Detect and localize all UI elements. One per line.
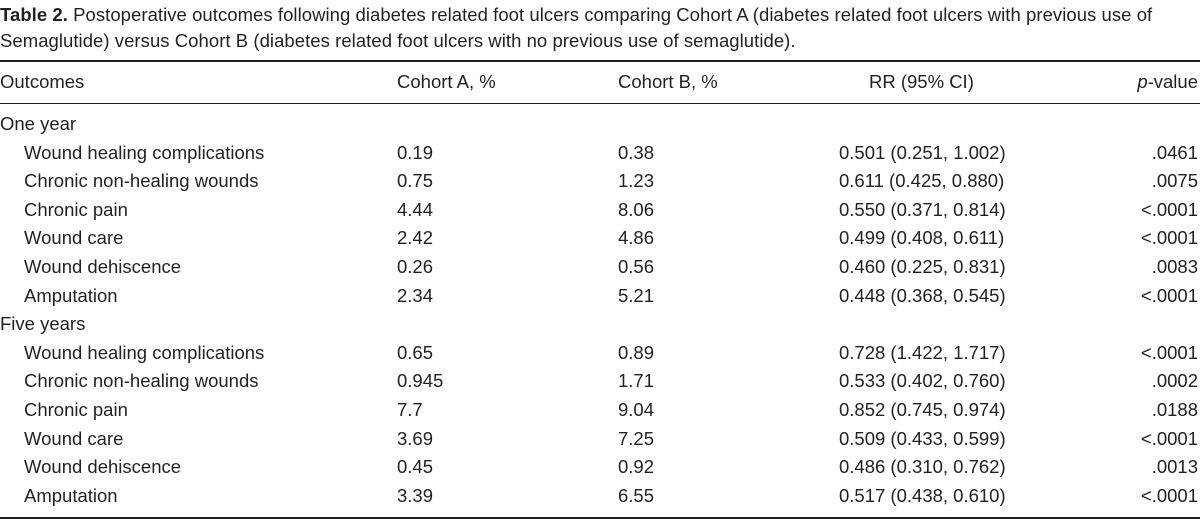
- bottom-rule: [0, 517, 1200, 519]
- cohort-b-cell: 4.86: [618, 227, 655, 249]
- rr-cell: 0.499 (0.408, 0.611): [839, 227, 1005, 249]
- p-value-cell: .0002: [1151, 370, 1198, 392]
- outcome-cell: Wound dehiscence: [24, 456, 182, 478]
- table-row: Wound healing complications 0.19 0.38 0.501…: [0, 139, 1200, 167]
- table-row: Chronic pain 7.7 9.04 0.852 (0.745, 0.974).…: [0, 396, 1200, 424]
- p-value-cell: .0083: [1151, 256, 1198, 277]
- outcome-cell: Amputation: [24, 484, 118, 506]
- cohort-b-cell: 8.06: [618, 198, 655, 220]
- header-outcomes: Outcomes: [0, 71, 85, 92]
- section-title: One year: [0, 113, 77, 134]
- rr-cell: 0.611 (0.425, 0.880): [839, 170, 1005, 192]
- rr-cell: 0.448 (0.368, 0.545): [839, 284, 1006, 306]
- outcome-cell: Wound healing complications: [24, 341, 265, 363]
- caption-text: Postoperative outcomes following diabete…: [0, 4, 1153, 51]
- p-value-cell: <.0001: [1140, 198, 1198, 220]
- table-row: Amputation 2.34 5.21 0.448 (0.368, 0.545) <.…: [0, 282, 1200, 310]
- table-caption: Table 2. Postoperative outcomes followin…: [0, 2, 1196, 54]
- cohort-a-cell: 2.42: [397, 227, 434, 249]
- cohort-a-cell: 0.26: [397, 256, 434, 277]
- p-value-cell: <.0001: [1140, 341, 1198, 363]
- table-row: Wound dehiscence 0.45 0.92 0.486 (0.310, 0.…: [0, 453, 1200, 481]
- p-value-cell: <.0001: [1140, 427, 1198, 449]
- rr-cell: 0.852 (0.745, 0.974): [839, 399, 1006, 420]
- cohort-b-cell: 1.23: [618, 170, 655, 192]
- table-row: Amputation 3.39 6.55 0.517 (0.438, 0.610) <.…: [0, 482, 1200, 510]
- p-value-cell: <.0001: [1140, 227, 1198, 249]
- p-value-cell: .0188: [1151, 399, 1198, 420]
- cohort-b-cell: 1.71: [618, 370, 655, 392]
- cohort-a-cell: 0.945: [397, 370, 444, 392]
- rr-cell: 0.517 (0.438, 0.610): [839, 484, 1006, 506]
- outcome-cell: Wound care: [24, 427, 124, 449]
- p-value-cell: .0013: [1151, 456, 1198, 478]
- table-row: Wound dehiscence 0.26 0.56 0.460 (0.225, 0.…: [0, 253, 1200, 281]
- cohort-b-cell: 7.25: [618, 427, 655, 449]
- section-title: Five years: [0, 313, 86, 335]
- cohort-b-cell: 0.56: [618, 256, 655, 277]
- header-cohort-b: Cohort B, %: [618, 71, 718, 92]
- rr-cell: 0.509 (0.433, 0.599): [839, 427, 1006, 449]
- outcome-cell: Wound care: [24, 227, 124, 249]
- cohort-b-cell: 0.92: [618, 456, 655, 478]
- outcome-cell: Wound healing complications: [24, 141, 265, 163]
- outcome-cell: Chronic pain: [24, 198, 128, 220]
- section-row: Five years: [0, 310, 1200, 338]
- header-p-value: p-value: [1137, 68, 1198, 96]
- cohort-b-cell: 5.21: [618, 284, 655, 306]
- table-header: Outcomes Cohort A, % Cohort B, % RR (95%…: [0, 68, 1200, 96]
- outcome-cell: Chronic non-healing wounds: [24, 170, 259, 192]
- cohort-a-cell: 2.34: [397, 284, 434, 306]
- table-row: Wound healing complications 0.65 0.89 0.728…: [0, 339, 1200, 367]
- rr-cell: 0.533 (0.402, 0.760): [839, 370, 1006, 392]
- cohort-a-cell: 7.7: [397, 399, 423, 420]
- rr-cell: 0.460 (0.225, 0.831): [839, 256, 1006, 277]
- header-rr: RR (95% CI): [869, 71, 974, 92]
- cohort-b-cell: 9.04: [618, 399, 655, 420]
- cohort-a-cell: 0.65: [397, 341, 434, 363]
- rr-cell: 0.550 (0.371, 0.814): [839, 198, 1006, 220]
- outcome-cell: Wound dehiscence: [24, 256, 182, 277]
- rr-cell: 0.728 (1.422, 1.717): [839, 341, 1006, 363]
- cohort-a-cell: 3.39: [397, 484, 434, 506]
- p-value-cell: <.0001: [1140, 284, 1198, 306]
- table-row: Wound care 3.69 7.25 0.509 (0.433, 0.599) <.…: [0, 425, 1200, 453]
- table-row: Chronic non-healing wounds 0.945 1.71 0.533…: [0, 367, 1200, 395]
- outcome-cell: Chronic pain: [24, 399, 128, 420]
- cohort-a-cell: 4.44: [397, 198, 434, 220]
- top-rule: [0, 60, 1200, 62]
- outcome-cell: Chronic non-healing wounds: [24, 370, 259, 392]
- cohort-b-cell: 0.38: [618, 141, 655, 163]
- p-value-cell: .0461: [1151, 141, 1198, 163]
- header-rule: [0, 103, 1200, 104]
- p-value-cell: .0075: [1151, 170, 1198, 192]
- section-row: One year: [0, 110, 1200, 138]
- cohort-a-cell: 0.75: [397, 170, 434, 192]
- header-p-suffix: -value: [1147, 71, 1198, 92]
- p-value-cell: <.0001: [1140, 484, 1198, 506]
- cohort-a-cell: 3.69: [397, 427, 434, 449]
- caption-label: Table 2.: [0, 4, 68, 25]
- rr-cell: 0.486 (0.310, 0.762): [839, 456, 1006, 478]
- header-p-letter: p: [1137, 71, 1148, 92]
- cohort-a-cell: 0.19: [397, 141, 434, 163]
- table-row: Chronic non-healing wounds 0.75 1.23 0.611 …: [0, 167, 1200, 195]
- header-cohort-a: Cohort A, %: [397, 71, 496, 92]
- table-row: Wound care 2.42 4.86 0.499 (0.408, 0.611) <.…: [0, 224, 1200, 252]
- rr-cell: 0.501 (0.251, 1.002): [839, 141, 1006, 163]
- cohort-b-cell: 6.55: [618, 484, 655, 506]
- outcome-cell: Amputation: [24, 284, 118, 306]
- cohort-b-cell: 0.89: [618, 341, 655, 363]
- cohort-a-cell: 0.45: [397, 456, 434, 478]
- table-row: Chronic pain 4.44 8.06 0.550 (0.371, 0.814)…: [0, 196, 1200, 224]
